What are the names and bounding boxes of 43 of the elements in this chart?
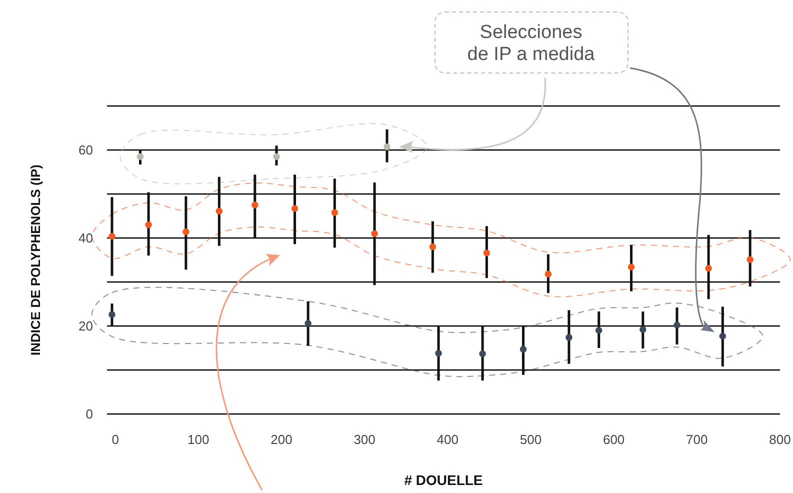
point <box>483 250 490 256</box>
x-tick-label: 400 <box>436 432 459 447</box>
y-tick-label: 20 <box>78 318 93 334</box>
y-tick-label: 0 <box>86 406 93 422</box>
point <box>216 208 223 215</box>
x-axis-title: # DOUELLE <box>404 472 483 488</box>
x-tick-label: 800 <box>769 432 791 447</box>
point <box>520 346 527 353</box>
x-tick-label: 600 <box>602 432 625 447</box>
point <box>182 228 190 236</box>
point <box>429 243 436 250</box>
point <box>435 350 442 357</box>
point <box>145 221 152 228</box>
point <box>674 322 680 328</box>
point <box>331 209 338 216</box>
point <box>705 264 712 272</box>
x-tick-label: 300 <box>354 432 376 447</box>
y-axis-title: INDICE DE POLYPHENOLS (IP) <box>28 164 43 356</box>
x-tick-label: 100 <box>188 432 210 447</box>
x-tick-label: 700 <box>686 432 708 447</box>
point <box>108 311 116 318</box>
point <box>371 230 378 237</box>
text: Selecciones de IP a medida <box>467 22 596 65</box>
x-tick-label: 0 <box>112 432 119 447</box>
point <box>304 320 312 327</box>
x-tick-label: 200 <box>270 432 292 447</box>
point <box>719 332 726 340</box>
point <box>640 326 646 333</box>
point <box>273 153 280 160</box>
point <box>566 334 572 341</box>
point <box>384 144 390 150</box>
point <box>291 205 298 212</box>
point <box>108 232 116 240</box>
point <box>479 350 486 358</box>
point <box>746 256 754 263</box>
point <box>252 202 258 208</box>
x-tick-label: 500 <box>520 432 542 447</box>
y-tick-label: 60 <box>78 142 93 158</box>
point <box>544 270 552 278</box>
point <box>136 153 144 160</box>
y-tick-label: 40 <box>78 230 93 246</box>
point <box>628 264 635 270</box>
point <box>595 327 602 334</box>
